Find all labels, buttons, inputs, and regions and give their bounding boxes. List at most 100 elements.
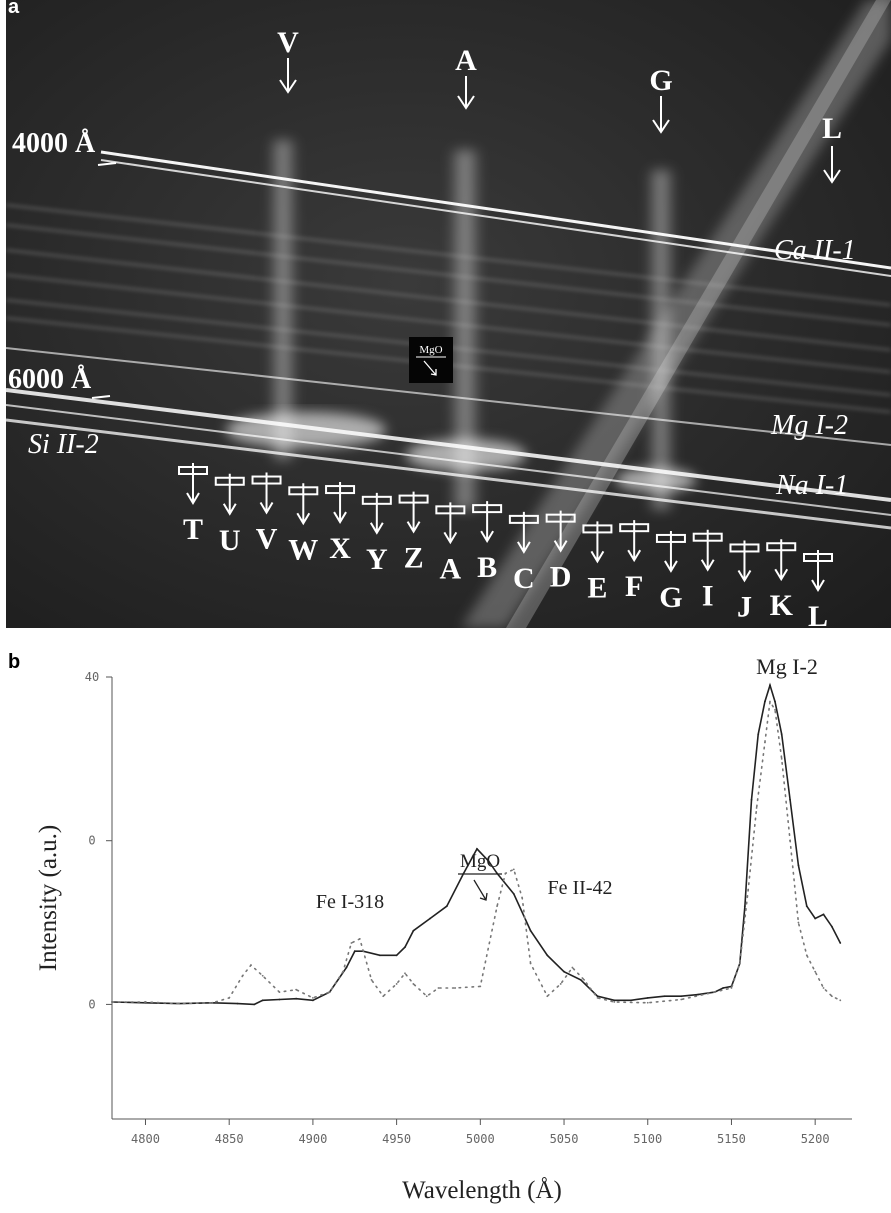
series-dotted-point: [839, 999, 842, 1002]
series-solid-point: [512, 893, 515, 895]
mgo-inset-label: MgO: [419, 344, 442, 356]
series-solid-point: [412, 929, 415, 932]
series-solid-point: [814, 917, 817, 920]
bottom-marker-i-14: I: [692, 529, 723, 613]
bottom-marker-label: G: [659, 581, 682, 614]
panel-b-letter: b: [8, 651, 21, 673]
mgo-arrow-icon: [423, 360, 437, 376]
series-dotted-point: [111, 1001, 113, 1003]
panel-a-letter: a: [8, 0, 20, 18]
bottom-marker-label: C: [513, 562, 535, 595]
bottom-marker-label: B: [477, 551, 497, 584]
series-dotted-point: [228, 996, 231, 999]
x-tick-label: 5050: [550, 1132, 579, 1146]
y-tick-label: 40: [85, 670, 99, 684]
series-dotted-point: [328, 991, 331, 994]
series-dotted-point: [769, 700, 771, 703]
species-label-na-i-1: Na I-1: [775, 470, 848, 501]
bottom-marker-z-6: Z: [398, 491, 429, 575]
x-tick-label: 5000: [466, 1132, 495, 1146]
bottom-marker-label: J: [737, 590, 752, 623]
series-dotted-point: [504, 872, 507, 875]
series-solid-point: [743, 905, 746, 908]
bottom-marker-d-10: D: [545, 510, 576, 594]
series-dotted-point: [454, 987, 457, 989]
series-solid-point: [404, 946, 406, 949]
bottom-marker-t-0: T: [178, 463, 208, 546]
series-dotted-point: [350, 942, 353, 944]
bottom-marker-label: A: [440, 552, 462, 585]
series-dotted-point: [404, 972, 406, 975]
series-dotted-point: [613, 1001, 616, 1003]
series-solid-point: [579, 978, 582, 981]
series-dotted-point: [747, 888, 750, 891]
series-solid-point: [822, 913, 825, 916]
series-solid-point: [831, 925, 833, 928]
series-dotted-point: [680, 998, 683, 1001]
series-dotted-point: [496, 905, 498, 908]
bottom-marker-label: Z: [404, 542, 424, 575]
series-dotted-point: [730, 987, 733, 989]
bottom-marker-label: F: [625, 570, 643, 603]
series-solid-point: [769, 684, 771, 687]
series-dotted-point: [596, 996, 599, 999]
series-solid-point: [236, 1002, 239, 1005]
intensity-chart: 4800 4850 4900 4950 5000 5050 5100 5150 5200 0 0 40…: [35, 654, 852, 1204]
series-dotted-line: [111, 699, 842, 1005]
y-tick-label: 0: [88, 834, 95, 848]
bottom-marker-label: V: [256, 523, 278, 556]
series-solid-point: [253, 1003, 256, 1006]
bottom-marker-x-4: X: [325, 482, 356, 565]
series-dotted-point: [755, 807, 758, 809]
series-dotted-point: [211, 1001, 214, 1004]
bottom-marker-e-11: E: [582, 521, 613, 604]
series-solid-point: [780, 733, 783, 736]
y-axis-label: Intensity (a.u.): [35, 825, 62, 971]
series-solid-point: [789, 798, 791, 801]
x-tick-label: 4950: [382, 1132, 411, 1146]
series-solid-point: [797, 864, 800, 867]
bottom-marker-k-16: K: [766, 539, 797, 622]
bottom-marker-label: L: [808, 600, 828, 628]
series-dotted-point: [437, 987, 440, 989]
bottom-marker-label: E: [587, 571, 607, 604]
series-solid-point: [774, 700, 776, 703]
bottom-marker-f-12: F: [619, 520, 650, 603]
mgo-pointer-icon: [473, 879, 488, 901]
x-tick-label: 4850: [215, 1132, 244, 1146]
series-solid-point: [429, 917, 431, 920]
series-solid-point: [630, 999, 632, 1002]
bottom-marker-v-2: V: [251, 472, 282, 556]
x-tick-label: 4900: [298, 1132, 327, 1146]
series-solid-point: [487, 860, 490, 863]
series-dotted-point: [814, 970, 817, 973]
series-solid-point: [378, 954, 381, 957]
bottom-marker-label: W: [288, 533, 318, 566]
series-dotted-point: [412, 983, 415, 985]
x-tick-label: 5150: [717, 1132, 746, 1146]
series-solid-line: [111, 682, 842, 1006]
series-dotted-point: [250, 964, 252, 967]
series-dotted-point: [261, 974, 264, 977]
x-axis-label: Wavelength (Å): [402, 1177, 562, 1204]
series-solid-point: [722, 987, 724, 989]
series-solid-point: [476, 847, 478, 850]
top-marker-v: V: [277, 26, 299, 59]
series-solid-point: [312, 999, 314, 1002]
series-solid-point: [295, 997, 298, 1000]
x-tick-label: 4800: [131, 1132, 160, 1146]
bottom-marker-g-13: G: [655, 530, 686, 614]
bottom-marker-label: U: [219, 524, 241, 557]
species-label-ca-ii-1: Ca II-1: [774, 235, 856, 266]
series-solid-point: [750, 798, 753, 801]
wavelength-label-6000: 6000 Å: [8, 364, 92, 395]
bottom-marker-label: D: [550, 561, 572, 594]
series-solid-point: [757, 733, 760, 736]
annotation-mg-i-2: Mg I-2: [756, 654, 818, 679]
bottom-marker-label: X: [329, 532, 351, 565]
series-solid-point: [529, 929, 532, 932]
series-dotted-point: [822, 987, 825, 989]
series-dotted-point: [764, 741, 766, 744]
series-solid-point: [546, 954, 549, 957]
